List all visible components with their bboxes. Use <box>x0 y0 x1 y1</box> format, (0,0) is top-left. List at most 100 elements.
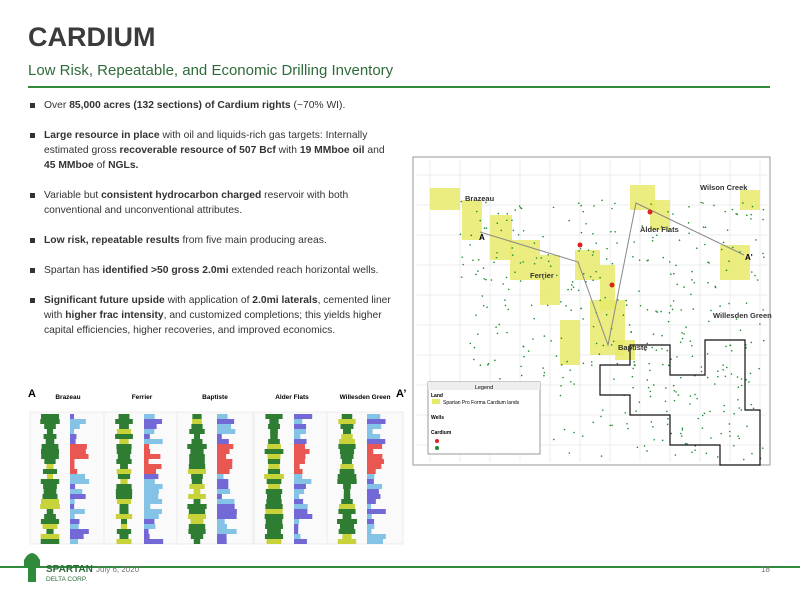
log-res <box>367 479 374 484</box>
log-res <box>294 489 305 494</box>
well-dot <box>655 310 657 312</box>
well-dot <box>565 305 567 307</box>
log-res <box>144 494 159 499</box>
bullet-text: 19 MMboe oil <box>299 145 365 156</box>
well-dot <box>622 314 625 316</box>
log-gr <box>265 414 283 419</box>
bullet-text: reservoir with both conventional and unc… <box>44 190 349 216</box>
well-dot <box>600 415 602 418</box>
log-res <box>217 434 222 439</box>
bullet-text: Over <box>44 100 70 111</box>
bullet-text: from five main producing areas. <box>179 235 327 246</box>
well-dot <box>656 311 659 313</box>
log-gr <box>267 454 281 459</box>
log-res <box>294 504 308 509</box>
well-dot <box>469 342 472 345</box>
log-gr <box>41 444 59 449</box>
well-dot <box>470 234 473 237</box>
log-res <box>294 494 300 499</box>
log-gr <box>264 449 284 454</box>
well-dot <box>579 247 582 250</box>
logo-icon <box>24 553 40 582</box>
log-gr <box>115 494 133 499</box>
section-start: A <box>28 388 36 400</box>
well-dot <box>696 247 698 250</box>
well-dot <box>592 251 595 253</box>
well-dot <box>523 355 525 358</box>
log-res <box>294 474 303 479</box>
log-gr <box>116 444 132 449</box>
well-dot <box>689 340 692 342</box>
well-dot <box>681 429 684 431</box>
well-dot <box>595 270 597 273</box>
land-parcel <box>430 188 460 210</box>
log-gr <box>40 519 60 524</box>
log-res <box>217 449 230 454</box>
log-res <box>144 534 150 539</box>
well-dot <box>542 278 545 280</box>
log-gr <box>268 439 280 444</box>
well-dot <box>694 393 696 396</box>
log-gr <box>119 424 129 429</box>
log-gr <box>341 434 353 439</box>
well-dot <box>762 339 765 342</box>
well-dot <box>733 412 735 415</box>
title-rule <box>28 86 770 88</box>
well-dot <box>568 219 570 222</box>
well-dot <box>475 273 477 276</box>
well-dot <box>703 412 706 415</box>
log-res <box>294 419 303 424</box>
well-dot <box>486 306 488 308</box>
well-dot <box>601 199 603 202</box>
well-dot <box>598 353 601 355</box>
log-gr <box>338 509 356 514</box>
well-dot <box>756 279 759 281</box>
well-dot <box>647 259 649 261</box>
log-gr <box>193 499 201 504</box>
log-res <box>144 439 163 444</box>
log-res <box>294 524 299 529</box>
well-dot <box>592 232 594 235</box>
footer-rule <box>0 566 800 568</box>
well-dot <box>673 389 676 392</box>
well-dot <box>713 383 716 385</box>
log-res <box>367 484 383 489</box>
well-dot <box>580 231 583 234</box>
well-dot <box>511 254 514 256</box>
log-res <box>367 534 386 539</box>
well-dot <box>749 372 752 375</box>
well-dot <box>517 233 520 236</box>
log-gr <box>269 419 279 424</box>
well-dot <box>595 242 598 244</box>
well-dot <box>559 394 562 397</box>
well-dot <box>604 296 607 299</box>
well-dot <box>732 246 734 249</box>
well-dot <box>477 270 479 272</box>
log-gr <box>337 519 357 524</box>
log-gr <box>46 529 54 534</box>
well-dot <box>762 252 764 255</box>
well-dot <box>540 257 543 259</box>
well-dot <box>700 366 703 368</box>
well-dot <box>547 260 550 263</box>
log-res <box>367 489 379 494</box>
log-res <box>367 419 386 424</box>
log-res <box>70 474 86 479</box>
log-gr <box>188 529 206 534</box>
well-dot <box>697 417 699 420</box>
well-dot <box>571 284 573 286</box>
well-dot <box>511 219 513 222</box>
section-end: A' <box>745 253 753 262</box>
well-dot <box>667 417 669 420</box>
well-dot <box>739 251 741 253</box>
log-gr <box>40 534 60 539</box>
log-track <box>176 411 254 545</box>
log-res <box>367 464 382 469</box>
well-dot <box>691 355 694 358</box>
log-res <box>70 464 75 469</box>
legend-cardium: Cardium <box>431 430 452 436</box>
log-res <box>70 534 84 539</box>
bullet-text: Large resource in place <box>44 130 160 141</box>
log-res <box>367 529 372 534</box>
log-gr <box>119 504 129 509</box>
